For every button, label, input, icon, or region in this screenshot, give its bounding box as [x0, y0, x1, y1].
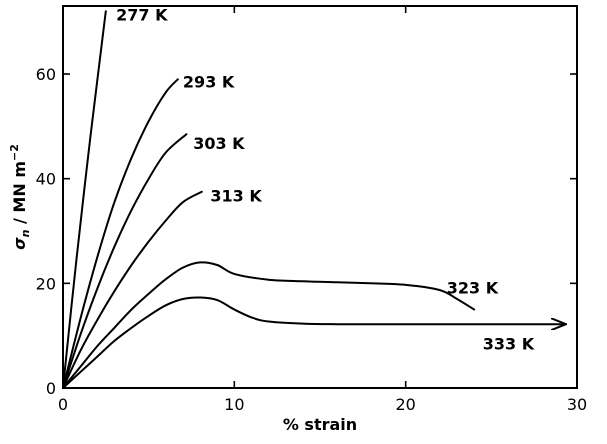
- series-line-323k: [62, 261, 476, 389]
- x-axis-label: % strain: [283, 415, 357, 434]
- ticks: [62, 6, 578, 389]
- x-tick-label: 10: [224, 395, 244, 414]
- series-line-303k: [62, 133, 188, 389]
- y-axis-label-subscript: n: [19, 229, 32, 237]
- curves: [62, 10, 565, 389]
- y-axis-label-unit: / MN m: [10, 161, 29, 230]
- series-line-293k: [62, 78, 179, 389]
- plot-area: [62, 5, 578, 389]
- series-line-277k: [62, 10, 107, 389]
- x-tick-label: 0: [58, 395, 68, 414]
- y-tick-label: 60: [36, 65, 56, 84]
- y-tick-label: 40: [36, 170, 56, 189]
- y-axis-label-superscript: −2: [8, 144, 21, 161]
- series-label-313k: 313 K: [210, 186, 262, 205]
- plot-frame: [62, 5, 578, 389]
- series-label-303k: 303 K: [193, 134, 245, 153]
- y-tick-label: 0: [46, 379, 56, 398]
- series-line-333k: [62, 296, 565, 389]
- x-tick-label: 30: [567, 395, 587, 414]
- series-label-293k: 293 K: [183, 72, 235, 91]
- tick-labels: 0 10 20 30 0 20 40 60: [36, 65, 588, 414]
- x-tick-label: 20: [395, 395, 415, 414]
- series-label-277k: 277 K: [116, 5, 168, 24]
- series-line-313k: [62, 190, 203, 389]
- series-label-323k: 323 K: [447, 279, 499, 298]
- y-axis-label-symbol: σ: [10, 237, 29, 250]
- series-label-333k: 333 K: [483, 335, 535, 354]
- y-axis-label: σn / MN m−2: [8, 144, 32, 250]
- series-labels: 277 K 293 K 303 K 313 K 323 K 333 K: [116, 5, 535, 353]
- y-tick-label: 20: [36, 274, 56, 293]
